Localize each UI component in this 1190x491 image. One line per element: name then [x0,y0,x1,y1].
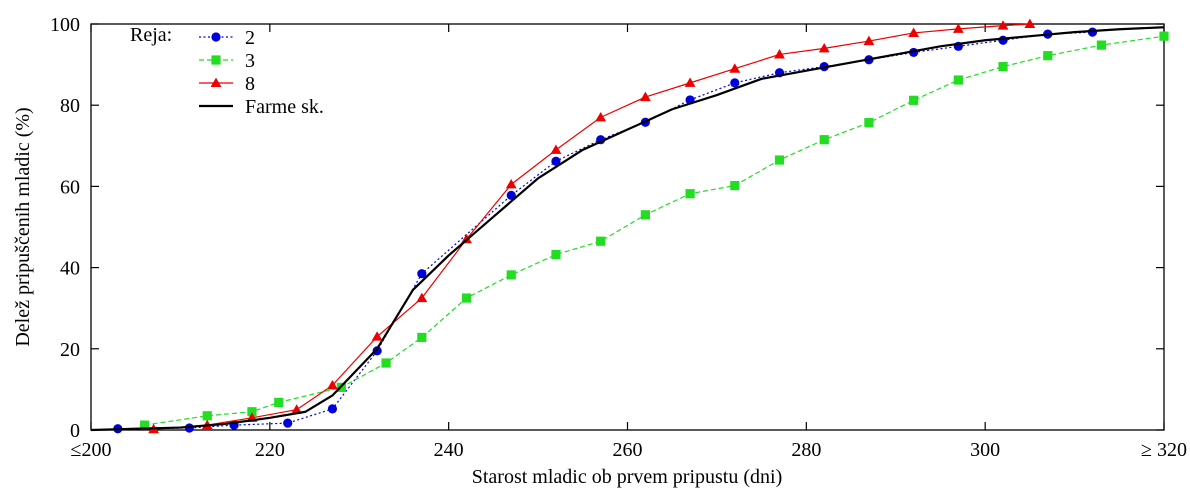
data-point [551,250,561,260]
data-point [1043,51,1053,61]
data-point [461,233,472,244]
x-tick-label: 280 [791,439,821,461]
legend-entry: Farme sk. [199,96,324,118]
data-point [729,63,741,73]
axis-ticks: ≤200 220 240 260 280 300 ≥ 320 0 20 40 60 80 100 [50,14,1187,461]
data-point [730,180,740,191]
legend-marker [211,32,221,42]
data-point [684,77,696,87]
series-line [153,23,1030,430]
data-point [818,42,830,53]
data-point [1159,31,1169,41]
data-point [685,189,695,199]
data-point [819,135,829,145]
y-tick-label: 80 [60,95,80,117]
x-tick-label: 300 [970,439,1000,461]
series-layer [90,18,1169,434]
series-0 [113,27,1098,434]
data-point [551,156,561,166]
data-point [327,379,338,390]
x-axis-title: Starost mladic ob prvem pripustu (dni) [472,466,783,488]
data-point [774,49,785,59]
x-tick-label: 260 [613,439,643,461]
data-point [595,111,607,122]
data-point [998,62,1008,72]
x-tick-label: 220 [255,439,285,461]
data-point [774,155,785,165]
legend-label: Farme sk. [245,96,324,118]
data-point [550,144,562,154]
data-point [506,190,516,200]
data-point [506,270,516,280]
legend-label: 8 [245,73,255,95]
y-axis-title: Delež pripuščenih mladic (%) [12,107,34,346]
data-point [640,210,650,220]
legend-label: 3 [245,50,255,72]
data-point [596,236,606,246]
data-point [327,404,338,414]
y-tick-label: 20 [60,339,80,361]
data-point [953,75,963,85]
data-point [952,23,964,33]
data-point [140,420,150,430]
series-line [117,31,1093,430]
data-point [909,95,919,105]
data-point [505,178,517,189]
legend-marker [211,55,221,65]
series-3 [90,26,1165,432]
data-point [291,404,303,414]
data-point [371,331,383,341]
data-point [461,293,472,303]
data-point [639,91,651,102]
data-point [863,35,875,46]
legend-entry: 2 [199,27,255,49]
legend-marker [210,77,222,88]
data-point [730,78,740,88]
y-tick-label: 40 [60,258,80,280]
series-2 [148,18,1036,434]
data-point [1096,40,1107,50]
x-tick-label: 240 [434,439,464,461]
data-point [997,20,1009,30]
data-point [274,397,284,407]
data-point [381,358,391,368]
data-point [417,269,427,279]
data-point [1024,18,1036,29]
data-point [202,411,212,421]
legend-entry: 3 [199,50,255,72]
y-tick-label: 60 [60,176,80,198]
data-point [908,27,920,37]
data-point [283,418,293,428]
x-tick-label: ≤200 [71,439,112,461]
data-point [417,332,427,343]
y-tick-label: 0 [70,420,80,442]
series-line [90,26,1165,432]
legend-label: 2 [245,27,255,49]
data-point [247,407,257,417]
data-point [998,35,1008,45]
series-1 [140,31,1169,430]
y-tick-label: 100 [50,14,80,36]
data-point [372,346,382,356]
x-tick-label: ≥ 320 [1141,439,1187,461]
data-point [416,292,428,303]
legend-title: Reja: [130,24,172,46]
data-point [864,118,874,128]
legend-entry: 8 [199,73,255,95]
